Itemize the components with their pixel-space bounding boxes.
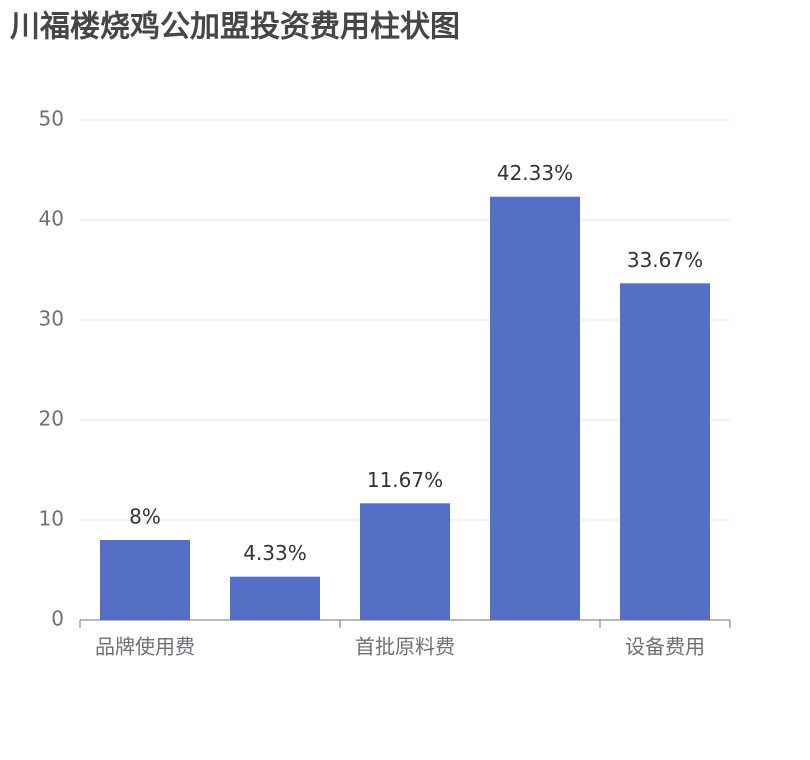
x-tick-label: 品牌使用费 — [95, 635, 195, 659]
bar — [360, 503, 450, 620]
y-tick-label: 20 — [39, 407, 64, 431]
value-label: 11.67% — [367, 468, 443, 492]
y-tick-label: 40 — [39, 207, 64, 231]
bar — [620, 283, 710, 620]
value-label: 4.33% — [243, 541, 307, 565]
value-label: 42.33% — [497, 161, 573, 185]
y-tick-label: 30 — [39, 307, 64, 331]
bar — [100, 540, 190, 620]
value-label: 8% — [129, 505, 161, 529]
x-tick-label: 首批原料费 — [355, 635, 455, 659]
bar — [490, 196, 580, 620]
y-tick-label: 50 — [39, 107, 64, 131]
bar — [230, 576, 320, 620]
value-label: 33.67% — [627, 248, 703, 272]
chart-title: 川福楼烧鸡公加盟投资费用柱状图 — [10, 10, 460, 45]
y-tick-label: 0 — [51, 607, 64, 631]
y-tick-label: 10 — [39, 507, 64, 531]
x-tick-label: 设备费用 — [625, 635, 705, 659]
